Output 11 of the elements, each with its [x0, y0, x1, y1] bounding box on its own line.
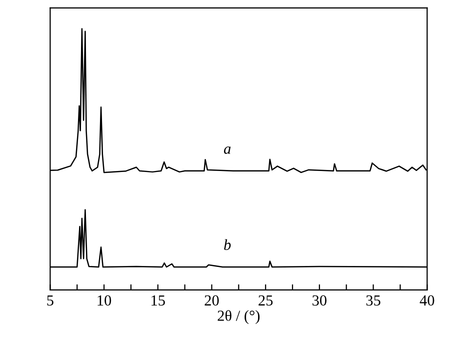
x-tick-label: 10 [98, 295, 112, 306]
x-tick-label: 35 [366, 295, 380, 306]
series-label: a [224, 146, 231, 154]
x-tick-label: 40 [420, 295, 434, 306]
series-label: b [224, 239, 231, 250]
x-tick-label: 30 [312, 295, 326, 306]
x-tick-label: 15 [152, 295, 165, 306]
x-tick-label: 20 [204, 295, 219, 306]
x-tick-label: 25 [258, 295, 273, 306]
x-axis-title: 2θ / (°) [218, 310, 260, 324]
x-tick-label: 5 [47, 295, 54, 306]
